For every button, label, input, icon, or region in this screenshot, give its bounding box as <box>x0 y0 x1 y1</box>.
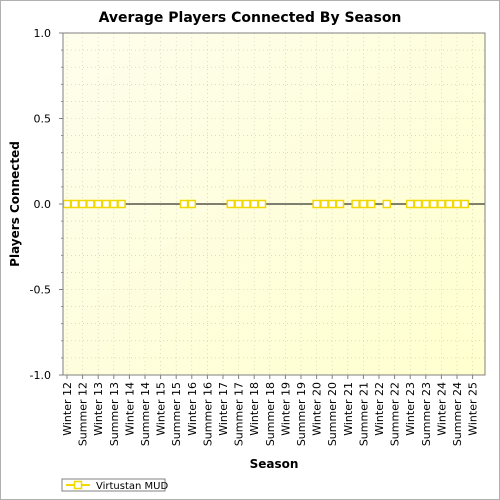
x-tick-label: Winter 19 <box>279 382 292 436</box>
data-point-marker <box>312 199 321 209</box>
data-point-marker <box>327 199 337 209</box>
data-point-marker <box>366 199 376 209</box>
data-point-marker <box>62 199 72 209</box>
y-tick-label: 0.0 <box>34 198 52 211</box>
data-point-marker <box>320 199 329 209</box>
data-point-marker <box>242 199 251 209</box>
legend-box <box>61 478 166 492</box>
data-point-marker <box>226 199 236 209</box>
data-point-marker <box>444 199 454 209</box>
x-tick-label: Summer 17 <box>233 382 246 446</box>
x-tick-label: Winter 16 <box>186 382 199 436</box>
y-tick-label: -1.0 <box>30 369 51 382</box>
x-tick-label: Summer 24 <box>451 382 464 446</box>
data-point-marker <box>335 199 345 209</box>
legend-swatch-marker <box>73 480 83 490</box>
data-point-marker <box>179 199 189 209</box>
y-axis-ticks: 1.0 0.5 0.0 -0.5 -1.0 <box>30 27 63 382</box>
chart-title: Average Players Connected By Season <box>99 10 402 26</box>
x-tick-label: Winter 21 <box>342 382 355 436</box>
y-tick-label: -0.5 <box>30 284 51 297</box>
x-tick-label: Summer 12 <box>77 382 90 446</box>
x-axis-title: Season <box>250 457 299 471</box>
x-tick-label: Winter 25 <box>467 382 480 436</box>
data-point-marker <box>70 199 80 209</box>
data-point-marker <box>351 199 360 209</box>
data-point-marker <box>249 199 259 209</box>
x-tick-label: Summer 14 <box>139 382 152 446</box>
data-point-marker <box>86 199 95 209</box>
data-point-marker <box>109 199 119 209</box>
legend: Virtustan MUD <box>61 478 168 492</box>
legend-label: Virtustan MUD <box>96 481 168 492</box>
x-tick-label: Winter 22 <box>373 382 386 436</box>
x-tick-label: Summer 15 <box>170 382 183 446</box>
data-point-marker <box>452 199 462 209</box>
x-tick-label: Winter 24 <box>435 382 448 436</box>
x-tick-label: Summer 16 <box>201 382 214 446</box>
x-tick-label: Summer 21 <box>357 382 370 446</box>
grid <box>63 32 485 376</box>
x-tick-label: Summer 18 <box>264 382 277 446</box>
x-tick-label: Summer 22 <box>389 382 402 446</box>
x-tick-label: Winter 14 <box>123 382 136 436</box>
data-point-marker <box>429 199 438 209</box>
data-point-marker <box>93 199 103 209</box>
data-point-marker <box>117 199 126 209</box>
x-tick-label: Winter 17 <box>217 382 230 436</box>
data-point-marker <box>78 199 87 209</box>
series-markers <box>62 199 470 209</box>
y-tick-label: 0.5 <box>34 113 52 126</box>
x-tick-label: Winter 23 <box>404 382 417 436</box>
data-point-marker <box>187 199 197 209</box>
data-point-marker <box>234 199 243 209</box>
data-point-marker <box>359 199 368 209</box>
data-point-marker <box>382 199 392 209</box>
data-point-marker <box>405 199 415 209</box>
data-point-marker <box>257 199 267 209</box>
x-tick-label: Winter 12 <box>61 382 74 436</box>
x-tick-label: Winter 18 <box>248 382 261 436</box>
data-point-marker <box>413 199 423 209</box>
x-tick-label: Summer 13 <box>108 382 121 446</box>
x-tick-label: Summer 23 <box>420 382 433 446</box>
data-point-marker <box>437 199 446 209</box>
x-tick-label: Winter 15 <box>155 382 168 436</box>
x-axis-ticks: Winter 12 Summer 12 Winter 13 Summer 13 Wint… <box>61 375 480 446</box>
data-point-marker <box>460 199 470 209</box>
data-point-marker <box>101 199 111 209</box>
y-axis-title: Players Connected <box>8 141 22 267</box>
y-tick-label: 1.0 <box>34 27 52 40</box>
x-tick-label: Winter 13 <box>92 382 105 436</box>
x-tick-label: Winter 20 <box>311 382 324 436</box>
data-point-marker <box>421 199 431 209</box>
x-tick-label: Summer 19 <box>295 382 308 446</box>
x-tick-label: Summer 20 <box>326 382 339 446</box>
